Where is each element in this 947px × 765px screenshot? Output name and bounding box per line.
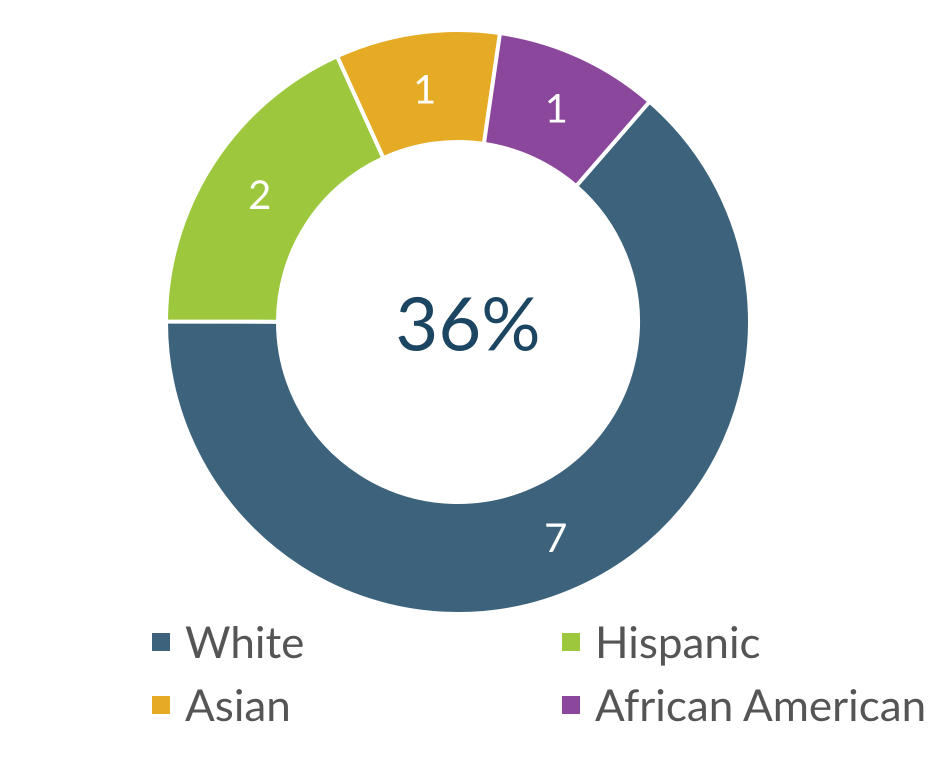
legend-label: African American (595, 679, 926, 731)
data-label: 1 (413, 64, 436, 112)
legend-marker (152, 633, 170, 651)
data-label: 1 (545, 83, 568, 131)
center-text: 36% (395, 278, 540, 367)
data-label: 7 (544, 513, 567, 561)
data-label: 2 (248, 170, 271, 218)
legend-marker (152, 696, 170, 714)
legend-label: White (185, 616, 304, 668)
legend-marker (562, 633, 580, 651)
slice (163, 53, 387, 324)
legend-label: Asian (185, 679, 291, 731)
slice (163, 98, 752, 616)
legend-marker (562, 696, 580, 714)
slice (481, 30, 653, 189)
legend-label: Hispanic (595, 616, 761, 668)
